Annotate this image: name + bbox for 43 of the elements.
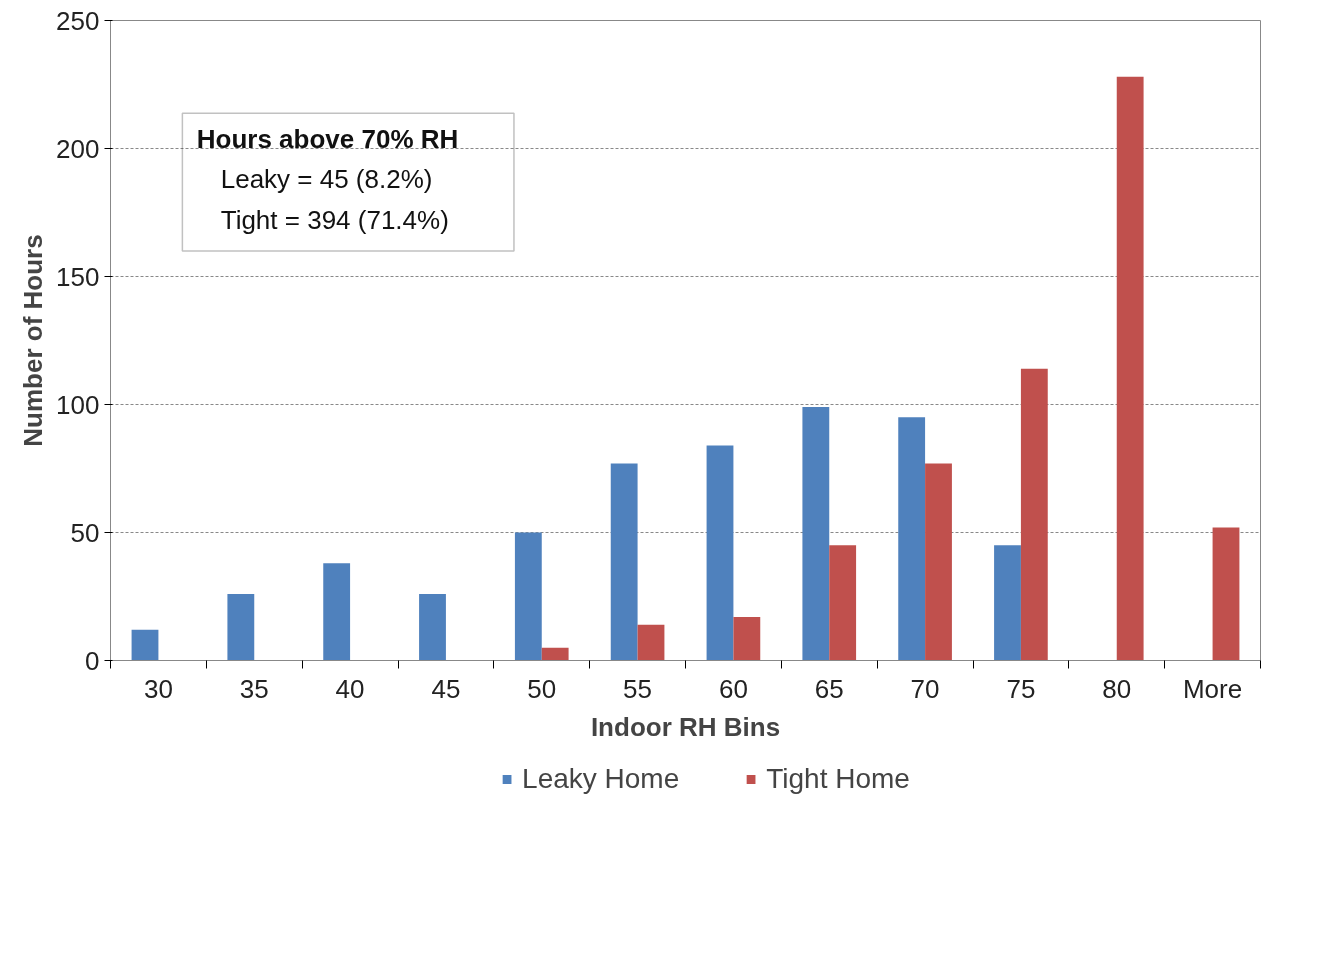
y-tick-label: 200 — [56, 133, 100, 164]
x-axis-title: Indoor RH Bins — [590, 711, 781, 742]
bar — [541, 647, 569, 661]
x-tick-label: 45 — [431, 673, 461, 704]
legend-label: Leaky Home — [522, 763, 680, 795]
x-tick-label: 65 — [814, 673, 844, 704]
bar — [1212, 527, 1240, 661]
bar — [733, 616, 761, 661]
bar — [610, 463, 638, 661]
y-tick-label: 250 — [56, 5, 100, 36]
x-tick-label: 55 — [623, 673, 653, 704]
bar — [131, 629, 159, 661]
y-axis-title: Number of Hours — [18, 234, 49, 447]
x-tick-label: 40 — [335, 673, 365, 704]
bar — [323, 563, 351, 661]
bar — [1116, 76, 1144, 661]
y-tick-label: 100 — [56, 389, 100, 420]
y-tick-label: 50 — [70, 517, 100, 548]
bar — [1020, 368, 1048, 661]
bar — [227, 593, 255, 661]
bar — [706, 445, 734, 661]
y-tick-label: 150 — [56, 261, 100, 292]
bar — [637, 624, 665, 661]
x-tick-label: 75 — [1006, 673, 1036, 704]
annotation: Hours above 70% RH — [196, 123, 459, 154]
x-tick-label: More — [1182, 673, 1243, 704]
x-tick-label: 30 — [143, 673, 173, 704]
x-tick-label: 70 — [910, 673, 940, 704]
bar — [925, 463, 952, 661]
bar — [419, 593, 446, 661]
bar — [802, 407, 830, 661]
bar — [829, 545, 857, 661]
legend-label: Tight Home — [766, 763, 910, 795]
x-tick-label: 80 — [1102, 673, 1132, 704]
x-tick-label: 50 — [527, 673, 557, 704]
bar — [994, 545, 1021, 661]
bar — [514, 532, 542, 661]
bar — [898, 417, 926, 661]
x-tick-label: 35 — [239, 673, 269, 704]
y-tick-label: 0 — [85, 645, 100, 676]
annotation: Tight = 394 (71.4%) — [220, 204, 449, 235]
annotation: Leaky = 45 (8.2%) — [220, 164, 433, 195]
x-tick-label: 60 — [718, 673, 748, 704]
